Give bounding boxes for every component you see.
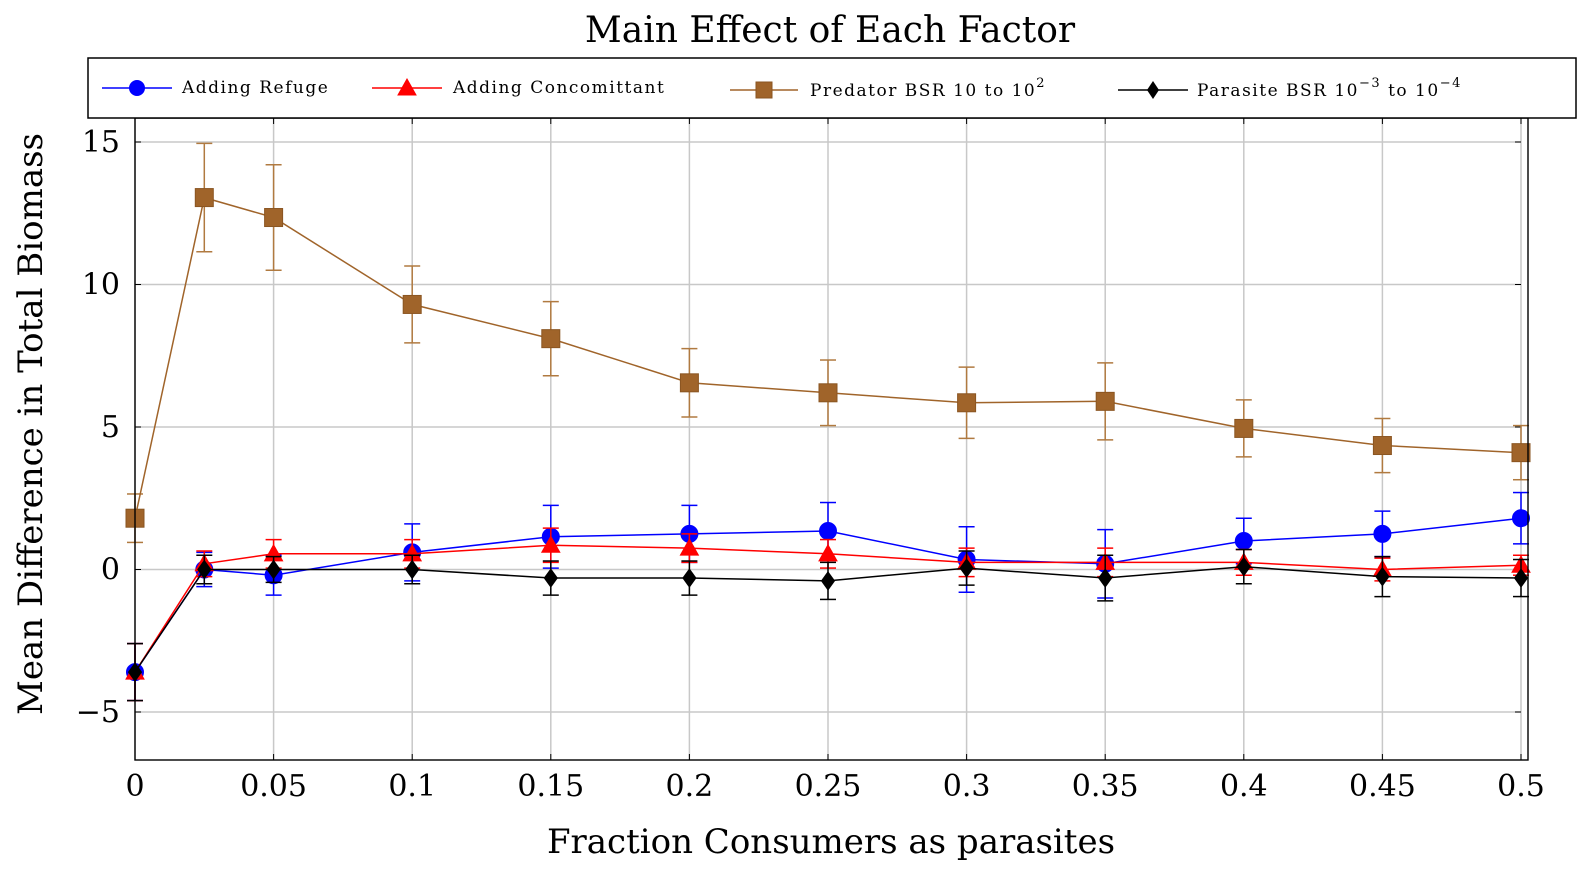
legend: Adding Refuge Adding Concomittant Predat… bbox=[87, 57, 1577, 119]
x-tick-label: 0.3 bbox=[943, 769, 991, 804]
data-point-predator-bsr-10-to-10 bbox=[1095, 391, 1115, 411]
legend-label-parasite-bsr-text: Parasite BSR 10 bbox=[1197, 81, 1359, 101]
data-point-parasite-bsr-10 bbox=[820, 571, 836, 591]
data-point-parasite-bsr-10 bbox=[1098, 568, 1113, 588]
data-point-adding-refuge bbox=[1373, 524, 1392, 543]
data-point-predator-bsr-10-to-10 bbox=[1511, 443, 1531, 463]
x-tick-label: 0.15 bbox=[517, 769, 584, 804]
data-point-adding-refuge bbox=[819, 522, 837, 541]
x-tick-label: 0.2 bbox=[666, 769, 714, 804]
series-line-adding-concomittant bbox=[134, 544, 1522, 673]
legend-label-predator-bsr-text: Predator BSR 10 to 10 bbox=[810, 81, 1036, 101]
legend-marker-parasite-bsr bbox=[1147, 81, 1159, 99]
series-predator-bsr-10-to-10 bbox=[125, 142, 1531, 544]
data-point-adding-concomittant bbox=[679, 538, 700, 556]
data-point-predator-bsr-10-to-10 bbox=[679, 373, 699, 393]
data-series bbox=[125, 142, 1531, 702]
legend-label-parasite-bsr-exponent-1: −3 bbox=[1359, 76, 1381, 91]
data-point-adding-concomittant bbox=[540, 535, 561, 553]
x-axis-label: Fraction Consumers as parasites bbox=[547, 822, 1115, 862]
x-tick-label: 0.45 bbox=[1349, 769, 1416, 804]
legend-box bbox=[87, 57, 1577, 119]
data-point-adding-refuge bbox=[1234, 532, 1253, 550]
x-tick-label: 0.35 bbox=[1072, 769, 1139, 804]
x-tick-label: 0.5 bbox=[1497, 769, 1545, 804]
legend-item-adding-refuge: Adding Refuge bbox=[102, 78, 329, 98]
legend-marker-adding-refuge bbox=[129, 80, 145, 96]
grid-lines bbox=[134, 118, 1522, 760]
data-point-parasite-bsr-10 bbox=[682, 568, 697, 588]
legend-marker-predator-bsr bbox=[755, 81, 773, 99]
legend-label-adding-concomittant: Adding Concomittant bbox=[452, 78, 665, 98]
data-point-parasite-bsr-10 bbox=[197, 559, 212, 580]
data-point-parasite-bsr-10 bbox=[405, 559, 420, 580]
x-tick-label: 0 bbox=[125, 769, 144, 804]
legend-item-parasite-bsr: Parasite BSR 10−3 to 10−4 bbox=[1118, 76, 1462, 101]
data-point-parasite-bsr-10 bbox=[1513, 568, 1529, 588]
legend-label-parasite-bsr-exponent-2: −4 bbox=[1440, 76, 1462, 91]
legend-label-parasite-bsr: Parasite BSR 10−3 to 10−4 bbox=[1197, 76, 1462, 101]
data-point-predator-bsr-10-to-10 bbox=[818, 383, 838, 403]
legend-label-predator-bsr: Predator BSR 10 to 102 bbox=[810, 76, 1046, 101]
y-tick-label: 10 bbox=[82, 268, 120, 303]
y-tick-label: 0 bbox=[101, 553, 120, 588]
data-point-parasite-bsr-10 bbox=[543, 568, 558, 588]
data-point-predator-bsr-10-to-10 bbox=[957, 393, 977, 413]
x-tick-label: 0.1 bbox=[388, 769, 436, 804]
data-point-predator-bsr-10-to-10 bbox=[1234, 418, 1254, 438]
y-tick-label: 15 bbox=[82, 125, 120, 160]
series-line-parasite-bsr-10 bbox=[134, 565, 1522, 673]
legend-marker-adding-concomittant bbox=[397, 77, 417, 96]
series-line-adding-refuge bbox=[134, 517, 1522, 673]
series-line-predator-bsr-10-to-10 bbox=[134, 196, 1522, 519]
x-axis-ticks: 0 0.05 0.1 0.15 0.2 0.25 0.3 0.35 0.4 0.45 0.5 bbox=[125, 118, 1545, 804]
data-point-predator-bsr-10-to-10 bbox=[541, 329, 561, 349]
data-point-parasite-bsr-10 bbox=[266, 559, 281, 580]
legend-label-adding-refuge: Adding Refuge bbox=[181, 78, 329, 98]
data-point-predator-bsr-10-to-10 bbox=[1372, 436, 1392, 456]
data-point-parasite-bsr-10 bbox=[1236, 556, 1251, 577]
y-tick-label: −5 bbox=[76, 695, 120, 730]
data-point-predator-bsr-10-to-10 bbox=[264, 208, 284, 228]
legend-label-parasite-bsr-mid: to 10 bbox=[1381, 81, 1440, 101]
data-point-adding-concomittant bbox=[818, 543, 838, 562]
legend-label-predator-bsr-exponent: 2 bbox=[1036, 76, 1046, 91]
data-point-predator-bsr-10-to-10 bbox=[194, 188, 214, 208]
data-point-adding-refuge bbox=[1512, 509, 1530, 528]
chart-title: Main Effect of Each Factor bbox=[585, 10, 1076, 51]
plot-area-frame bbox=[134, 117, 1529, 761]
legend-item-predator-bsr: Predator BSR 10 to 102 bbox=[730, 76, 1046, 101]
y-axis-label: Mean Difference in Total Biomass bbox=[11, 133, 51, 715]
legend-item-adding-concomittant: Adding Concomittant bbox=[372, 77, 665, 98]
data-point-predator-bsr-10-to-10 bbox=[402, 294, 422, 314]
data-point-parasite-bsr-10 bbox=[959, 558, 974, 578]
data-point-parasite-bsr-10 bbox=[1375, 566, 1390, 587]
x-tick-label: 0.25 bbox=[795, 769, 862, 804]
x-tick-label: 0.05 bbox=[240, 769, 307, 804]
x-tick-label: 0.4 bbox=[1220, 769, 1268, 804]
y-tick-label: 5 bbox=[101, 410, 120, 445]
y-axis-ticks: −5 0 5 10 15 bbox=[76, 125, 1521, 730]
